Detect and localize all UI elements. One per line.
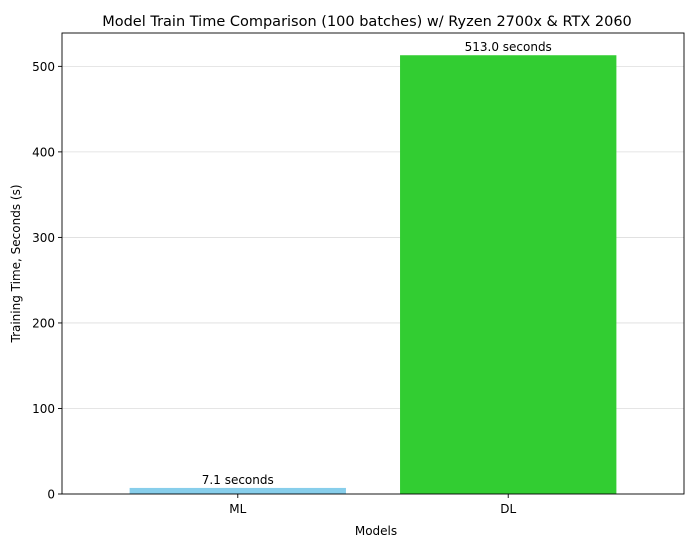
- bar-dl: [400, 55, 617, 494]
- y-axis-label: Training Time, Seconds (s): [9, 184, 23, 343]
- y-axis-ticks: 0 100 200 300 400 500: [32, 60, 62, 502]
- x-axis-ticks: ML DL: [229, 494, 516, 516]
- y-tick-label: 400: [32, 145, 55, 159]
- x-axis-label: Models: [355, 524, 397, 538]
- x-tick-label: DL: [500, 502, 516, 516]
- plot-frame: [61, 32, 685, 495]
- x-tick-label: ML: [229, 502, 246, 516]
- bars: [129, 55, 617, 494]
- y-tick-label: 500: [32, 60, 55, 74]
- data-label: 7.1 seconds: [202, 473, 274, 487]
- y-tick-label: 300: [32, 231, 55, 245]
- data-labels: 7.1 seconds 513.0 seconds: [202, 40, 552, 487]
- chart-title: Model Train Time Comparison (100 batches…: [102, 14, 632, 30]
- y-tick-label: 200: [32, 316, 55, 330]
- y-tick-label: 0: [47, 488, 55, 502]
- bar-ml: [129, 487, 346, 494]
- y-tick-label: 100: [32, 402, 55, 416]
- data-label: 513.0 seconds: [465, 40, 552, 54]
